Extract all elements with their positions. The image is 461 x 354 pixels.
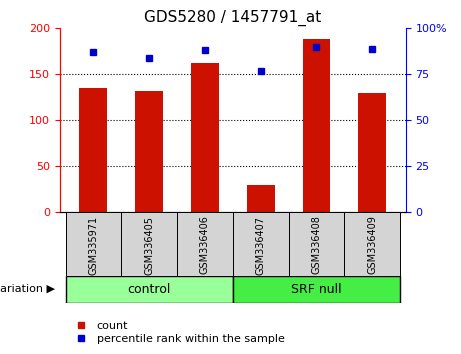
Bar bbox=[233, 212, 289, 276]
Bar bbox=[121, 212, 177, 276]
Text: GSM336405: GSM336405 bbox=[144, 216, 154, 275]
Text: GSM336409: GSM336409 bbox=[367, 216, 377, 274]
Bar bbox=[289, 212, 344, 276]
Bar bbox=[177, 212, 233, 276]
Text: SRF null: SRF null bbox=[291, 283, 342, 296]
Bar bbox=[65, 212, 121, 276]
Bar bbox=[344, 212, 400, 276]
Text: GSM336408: GSM336408 bbox=[312, 216, 321, 274]
Bar bbox=[233, 276, 400, 303]
Bar bbox=[358, 93, 386, 212]
Text: GSM335971: GSM335971 bbox=[89, 216, 98, 275]
Legend: count, percentile rank within the sample: count, percentile rank within the sample bbox=[65, 316, 289, 348]
Text: GSM336406: GSM336406 bbox=[200, 216, 210, 274]
Title: GDS5280 / 1457791_at: GDS5280 / 1457791_at bbox=[144, 9, 321, 25]
Bar bbox=[79, 88, 107, 212]
Text: GSM336407: GSM336407 bbox=[256, 216, 266, 275]
Text: genotype/variation ▶: genotype/variation ▶ bbox=[0, 284, 55, 295]
Bar bbox=[247, 185, 275, 212]
Bar bbox=[302, 39, 331, 212]
Bar bbox=[135, 91, 163, 212]
Text: control: control bbox=[128, 283, 171, 296]
Bar bbox=[191, 63, 219, 212]
Bar bbox=[65, 276, 233, 303]
